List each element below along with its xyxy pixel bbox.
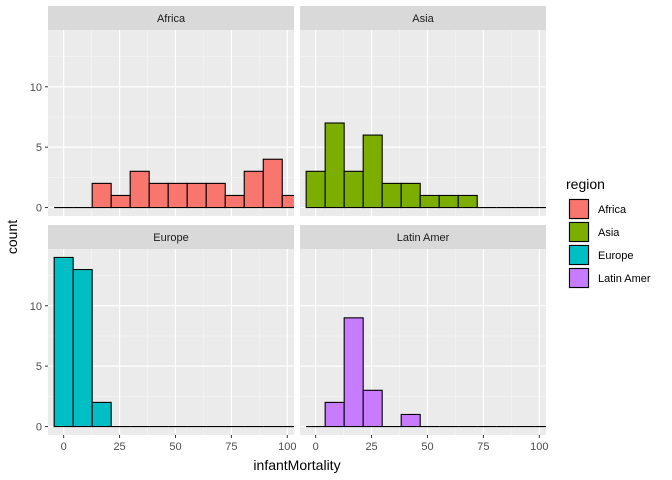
legend: region Africa Asia Europe Latin Amer [566, 176, 651, 289]
histogram-bar [400, 182, 421, 209]
histogram-bars [306, 317, 546, 428]
x-tick-label: 0 [313, 441, 319, 453]
x-tick-label: 50 [169, 441, 181, 453]
x-tick-label: 75 [225, 441, 237, 453]
x-axis-title: infantMortality [253, 457, 340, 473]
histogram-bar [262, 158, 283, 209]
histogram-bars [54, 158, 294, 209]
facet-panel-africa: Africa [48, 6, 294, 216]
histogram-bar [243, 170, 264, 209]
y-tick-label: 0 [36, 422, 42, 434]
histogram-bar [419, 194, 440, 209]
facet-strip-label: Africa [157, 13, 186, 25]
facet-strip-europe [48, 225, 294, 249]
histogram-bar [305, 170, 326, 209]
x-tick-label: 100 [530, 441, 548, 453]
histogram-bar [205, 182, 226, 209]
y-tick-label: 5 [36, 142, 42, 154]
facet-strip-label: Europe [153, 232, 188, 244]
histogram-bar [91, 401, 112, 428]
histogram-bar [72, 268, 93, 428]
legend-title: region [566, 176, 605, 192]
histogram-bar [362, 134, 383, 209]
x-tick-label: 0 [61, 441, 67, 453]
legend-swatch [568, 267, 590, 289]
y-axis-title: count [4, 220, 20, 254]
histogram-bar [324, 122, 345, 209]
x-tick-label: 100 [278, 441, 296, 453]
histogram-bars [305, 122, 546, 209]
legend-entry-asia: Asia [568, 221, 620, 243]
legend-swatch [568, 221, 590, 243]
histogram-bar [167, 182, 188, 209]
histogram-bar [438, 194, 459, 209]
facet-strip-africa [48, 6, 294, 30]
y-tick-label: 0 [36, 203, 42, 215]
x-tick-label: 25 [113, 441, 125, 453]
facet-panel-asia: Asia [300, 6, 546, 216]
histogram-bar [53, 256, 74, 428]
legend-label: Europe [598, 250, 633, 262]
histogram-bar [400, 413, 421, 428]
facet-strip-asia [300, 6, 546, 30]
histogram-bar [343, 170, 364, 209]
histogram-bar [457, 194, 478, 209]
histogram-bars [53, 256, 294, 428]
facet-panel-europe: Europe [48, 225, 294, 435]
histogram-bar [148, 182, 169, 209]
facet-panel-latin-amer: Latin Amer [300, 225, 546, 435]
legend-label: Africa [598, 204, 627, 216]
histogram-bar [91, 182, 112, 209]
y-tick-label: 5 [36, 361, 42, 373]
histogram-bar [129, 170, 150, 209]
facet-strip-label: Latin Amer [397, 232, 450, 244]
histogram-bar [324, 401, 345, 428]
x-tick-label: 50 [421, 441, 433, 453]
legend-label: Latin Amer [598, 273, 651, 285]
facet-strip-latin-amer [300, 225, 546, 249]
histogram-bar [381, 182, 402, 209]
y-tick-label: 10 [30, 301, 42, 313]
histogram-bar [343, 317, 364, 428]
x-tick-label: 25 [365, 441, 377, 453]
y-tick-label: 10 [30, 82, 42, 94]
legend-swatch [568, 244, 590, 266]
facet-panels: Africa Asia Europe Latin Amer [48, 6, 546, 435]
legend-entry-africa: Africa [568, 198, 627, 220]
histogram-bar [281, 194, 294, 209]
x-tick-label: 75 [477, 441, 489, 453]
histogram-bar [110, 194, 131, 209]
histogram-bar [224, 194, 245, 209]
legend-label: Asia [598, 227, 620, 239]
histogram-bar [362, 389, 383, 428]
legend-entry-europe: Europe [568, 244, 633, 266]
histogram-bar [186, 182, 207, 209]
legend-swatch [568, 198, 590, 220]
facet-strip-label: Asia [412, 13, 434, 25]
legend-entry-latin-amer: Latin Amer [568, 267, 651, 289]
